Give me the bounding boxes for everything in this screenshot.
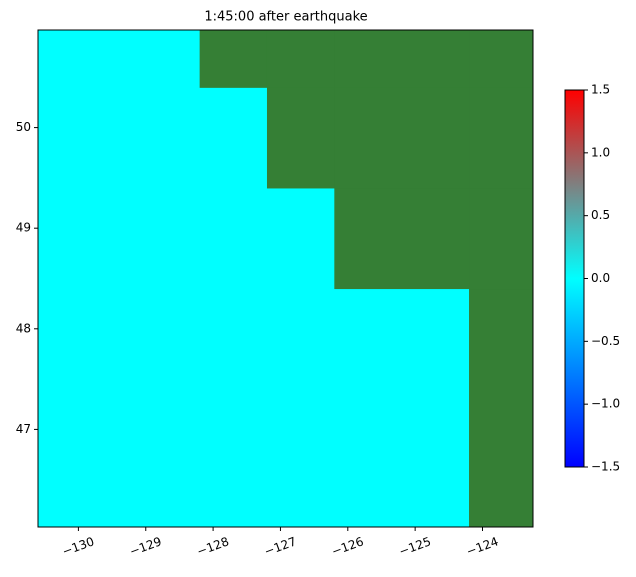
masked-cell — [199, 30, 268, 88]
x-tick-label: −129 — [128, 534, 164, 558]
chart-title: 1:45:00 after earthquake — [204, 10, 367, 25]
cell — [199, 187, 268, 290]
colorbar-tick-label: 1.0 — [591, 145, 610, 159]
colorbar-tick-label: −1.0 — [591, 397, 620, 411]
cell — [199, 288, 268, 528]
cell — [266, 288, 335, 528]
cell — [38, 187, 201, 290]
masked-cell — [469, 288, 534, 528]
x-tick-label: −130 — [60, 534, 96, 558]
cell — [38, 30, 201, 88]
cell — [334, 288, 470, 528]
plot-frame — [37, 29, 534, 528]
masked-cell — [266, 87, 335, 189]
cell — [38, 87, 201, 189]
colorbar-tick-label: 1.5 — [591, 83, 610, 97]
cell — [266, 187, 335, 290]
colorbar-tick-label: −0.5 — [591, 334, 620, 348]
x-tick-label: −125 — [397, 534, 433, 558]
x-tick-label: −126 — [330, 534, 366, 558]
x-tick-label: −128 — [195, 534, 231, 558]
colorbar — [564, 89, 585, 468]
y-tick-label: 49 — [16, 221, 31, 235]
x-tick-label: −127 — [262, 534, 298, 558]
x-tick-label: −124 — [464, 534, 500, 558]
masked-cell — [469, 87, 534, 189]
cell — [199, 87, 268, 189]
masked-cell — [266, 30, 335, 88]
y-tick-label: 50 — [16, 120, 31, 134]
masked-cell — [469, 30, 534, 88]
masked-cell — [469, 187, 534, 290]
colorbar-tick-label: 0.0 — [591, 271, 610, 285]
masked-cell — [334, 187, 470, 290]
colorbar-tick-label: 0.5 — [591, 208, 610, 222]
y-tick-label: 47 — [16, 422, 31, 436]
colorbar-tick-label: −1.5 — [591, 460, 620, 474]
cell — [38, 288, 201, 528]
masked-cell — [334, 87, 470, 189]
y-tick-label: 48 — [16, 321, 31, 335]
masked-cell — [334, 30, 470, 88]
